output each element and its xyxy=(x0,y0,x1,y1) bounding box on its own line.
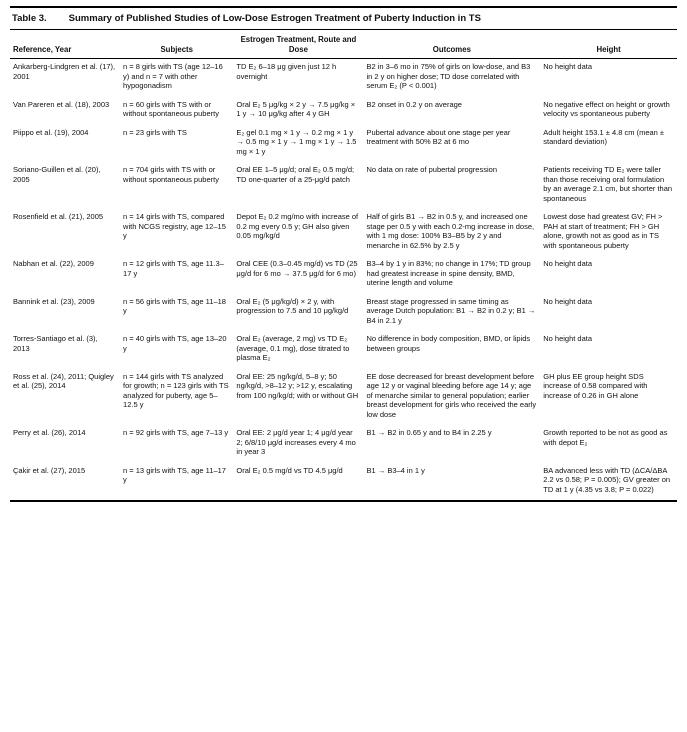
table-cell: Oral E₂ 5 μg/kg × 2 y → 7.5 μg/kg × 1 y … xyxy=(236,99,356,119)
table-title: Table 3. Summary of Published Studies of… xyxy=(10,6,677,30)
table-cell: n = 23 girls with TS xyxy=(123,127,187,137)
table-cell: Ross et al. (24), 2011; Quigley et al. (… xyxy=(13,371,114,391)
table-cell: Piippo et al. (19), 2004 xyxy=(13,127,89,137)
table-cell: n = 704 girls with TS with or without sp… xyxy=(123,165,219,184)
table-cell: B2 in 3–6 mo in 75% of girls on low-dose… xyxy=(366,62,531,90)
table-row: Piippo et al. (19), 2004 n = 23 girls wit… xyxy=(10,125,677,163)
table-cell: B1 → B3–4 in 1 y xyxy=(366,465,425,475)
table-cell: n = 144 girls with TS analyzed for growt… xyxy=(123,371,229,410)
table-cell: n = 14 girls with TS, compared with NCGS… xyxy=(123,212,226,240)
table-row: Rosenfield et al. (21), 2005 n = 14 girls… xyxy=(10,209,677,256)
table-cell: Oral CEE (0.3–0.45 mg/d) vs TD (25 μg/d … xyxy=(236,259,358,278)
table-number-label: Table 3. xyxy=(12,13,47,24)
table-cell: GH plus EE group height SDS increase of … xyxy=(543,371,648,400)
table-cell: n = 60 girls with TS with or without spo… xyxy=(123,99,219,119)
table-cell: Breast stage progressed in same timing a… xyxy=(366,296,536,325)
table-row: Ross et al. (24), 2011; Quigley et al. (… xyxy=(10,369,677,426)
table-cell: Adult height 153.1 ± 4.8 cm (mean ± stan… xyxy=(543,127,665,147)
table-cell: Torres-Santiago et al. (3), 2013 xyxy=(13,334,98,353)
table-cell: Patients receiving TD E₂ were taller tha… xyxy=(543,165,673,203)
table-cell: n = 92 girls with TS, age 7–13 y xyxy=(123,428,229,437)
table-cell: Oral EE: 25 ng/kg/d, 5–8 y; 50 ng/kg/d, … xyxy=(236,371,359,400)
table-row: Van Pareren et al. (18), 2003 n = 60 girl… xyxy=(10,97,677,125)
table-cell: n = 40 girls with TS, age 13–20 y xyxy=(123,334,227,353)
table-cell: Pubertal advance about one stage per yea… xyxy=(366,127,511,147)
table-cell: Lowest dose had greatest GV; FH > PAH at… xyxy=(543,212,663,250)
table-cell: Oral E₂ 0.5 mg/d vs TD 4.5 μg/d xyxy=(236,465,343,475)
header-row: Reference, Year Subjects Estrogen Treatmen… xyxy=(10,30,677,59)
table-cell: E₂ gel 0.1 mg × 1 y → 0.2 mg × 1 y → 0.5… xyxy=(236,127,357,156)
table-row: Torres-Santiago et al. (3), 2013 n = 40 g… xyxy=(10,331,677,369)
table-body: Ankarberg-Lindgren et al. (17), 2001 n = … xyxy=(10,59,677,502)
table-row: Soriano-Guillen et al. (20), 2005 n = 704… xyxy=(10,162,677,209)
table-cell: No height data xyxy=(543,62,593,71)
table-cell: No height data xyxy=(543,296,593,306)
table-cell: No height data xyxy=(543,334,593,343)
table-row: Perry et al. (26), 2014 n = 92 girls with… xyxy=(10,425,677,463)
table-cell: B1 → B2 in 0.65 y and to B4 in 2.25 y xyxy=(366,428,492,437)
column-header: Estrogen Treatment, Route and Dose xyxy=(233,30,364,59)
table-cell: Van Pareren et al. (18), 2003 xyxy=(13,99,110,109)
table-cell: Oral E₂ (5 μg/kg/d) × 2 y, with progress… xyxy=(236,296,349,316)
table-cell: n = 8 girls with TS (age 12–16 y) and n … xyxy=(123,62,223,90)
table-row: Ankarberg-Lindgren et al. (17), 2001 n = … xyxy=(10,59,677,97)
table-cell: TD E₂ 6–18 μg given just 12 h overnight xyxy=(236,62,337,81)
table-cell: BA advanced less with TD (ΔCA/ΔBA 2.2 vs… xyxy=(543,465,671,494)
table-cell: Depot E₂ 0.2 mg/mo with increase of 0.2 … xyxy=(236,212,359,240)
table-cell: No data on rate of pubertal progression xyxy=(366,165,497,174)
table-cell: Rosenfield et al. (21), 2005 xyxy=(13,212,104,221)
table-cell: Half of girls B1 → B2 in 0.5 y, and incr… xyxy=(366,212,535,250)
table-row: Nabhan et al. (22), 2009 n = 12 girls wit… xyxy=(10,256,677,294)
column-header: Outcomes xyxy=(363,30,541,59)
table-title-text: Summary of Published Studies of Low-Dose… xyxy=(68,13,481,24)
table-cell: Perry et al. (26), 2014 xyxy=(13,428,86,437)
table-cell: No negative effect on height or growth v… xyxy=(543,99,670,119)
table-cell: n = 56 girls with TS, age 11–18 y xyxy=(123,296,226,316)
table-cell: B2 onset in 0.2 y on average xyxy=(366,99,462,109)
table-cell: Soriano-Guillen et al. (20), 2005 xyxy=(13,165,101,184)
table-header: Reference, Year Subjects Estrogen Treatmen… xyxy=(10,30,677,59)
table-cell: Growth reported to be not as good as wit… xyxy=(543,428,668,447)
table-cell: n = 13 girls with TS, age 11–17 y xyxy=(123,465,226,485)
table-cell: No difference in body composition, BMD, … xyxy=(366,334,531,353)
table-cell: EE dose decreased for breast development… xyxy=(366,371,537,419)
column-header: Subjects xyxy=(120,30,234,59)
table-cell: Bannink et al. (23), 2009 xyxy=(13,296,95,306)
table-cell: No height data xyxy=(543,259,593,268)
table-cell: Ankarberg-Lindgren et al. (17), 2001 xyxy=(13,62,116,81)
column-header: Height xyxy=(540,30,677,59)
table-row: Bannink et al. (23), 2009 n = 56 girls wi… xyxy=(10,294,677,332)
column-header: Reference, Year xyxy=(10,30,121,59)
table-cell: Oral EE 1–5 μg/d; oral E₂ 0.5 mg/d; TD o… xyxy=(236,165,355,184)
table-cell: Oral EE: 2 μg/d year 1; 4 μg/d year 2; 6… xyxy=(236,428,356,456)
table-cell: Nabhan et al. (22), 2009 xyxy=(13,259,94,268)
table-cell: Oral E₂ (average, 2 mg) vs TD E₂ (averag… xyxy=(236,334,350,362)
studies-table: Reference, Year Subjects Estrogen Treatmen… xyxy=(10,30,677,502)
table-row: Çakir et al. (27), 2015 n = 13 girls with… xyxy=(10,463,677,502)
table-cell: Çakir et al. (27), 2015 xyxy=(13,465,86,475)
table-cell: n = 12 girls with TS, age 11.3–17 y xyxy=(123,259,224,278)
table-cell: B3–4 by 1 y in 83%; no change in 17%; TD… xyxy=(366,259,531,287)
